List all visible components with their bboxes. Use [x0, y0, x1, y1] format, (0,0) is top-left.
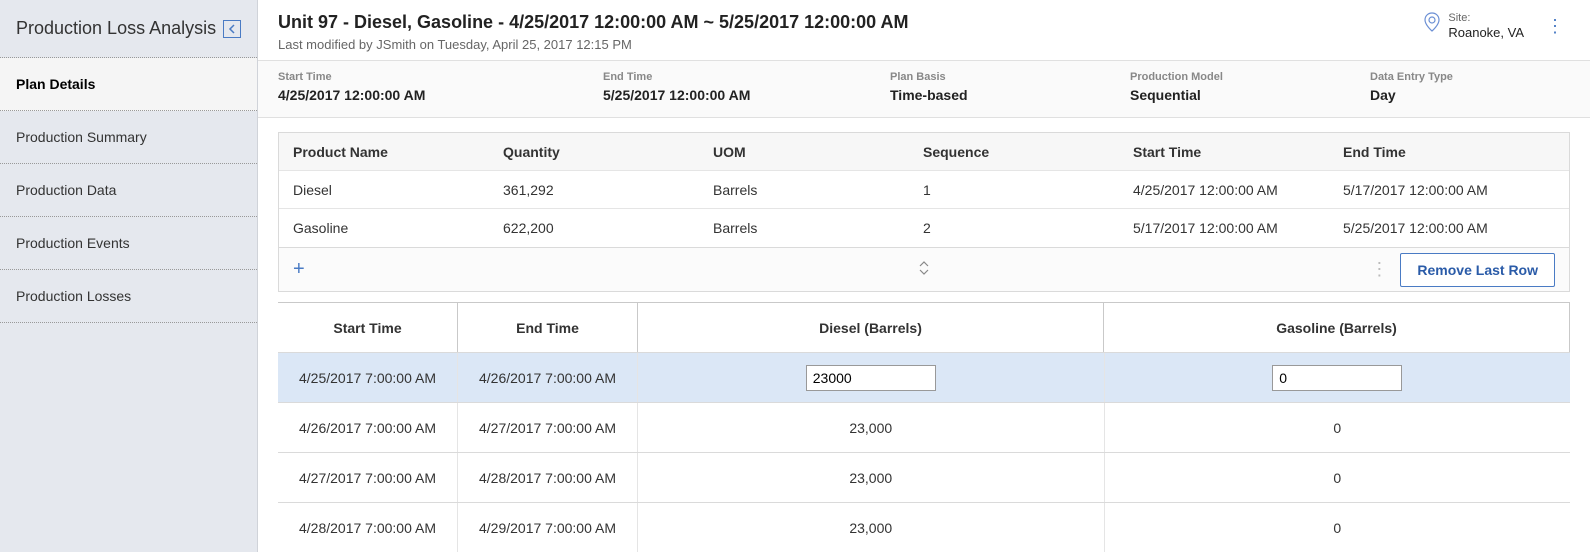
product-action-bar: + ⋮ Remove Last Row: [278, 248, 1570, 292]
info-label: Plan Basis: [890, 71, 1090, 83]
data-row[interactable]: 4/25/2017 7:00:00 AM 4/26/2017 7:00:00 A…: [278, 353, 1570, 403]
sidebar-nav: Plan Details Production Summary Producti…: [0, 57, 257, 323]
info-end-time: End Time 5/25/2017 12:00:00 AM: [603, 71, 850, 103]
cell-end-time: 5/17/2017 12:00:00 AM: [1343, 182, 1553, 198]
add-row-button[interactable]: +: [293, 258, 317, 281]
cell-start-time: 4/25/2017 12:00:00 AM: [1133, 182, 1343, 198]
info-value: Day: [1370, 87, 1570, 103]
cell-uom: Barrels: [713, 220, 923, 236]
info-data-entry-type: Data Entry Type Day: [1370, 71, 1570, 103]
cell-diesel: 23,000: [638, 503, 1105, 552]
cell-sequence: 2: [923, 220, 1133, 236]
action-more-menu[interactable]: ⋮: [1370, 259, 1388, 280]
cell-end-time: 5/25/2017 12:00:00 AM: [1343, 220, 1553, 236]
cell-sequence: 1: [923, 182, 1133, 198]
cell-quantity: 622,200: [503, 220, 713, 236]
cell-start-time: 4/25/2017 7:00:00 AM: [278, 353, 458, 402]
cell-gasoline: 0: [1105, 403, 1571, 452]
col-start-time: Start Time: [278, 303, 458, 352]
site-indicator: Site: Roanoke, VA: [1424, 12, 1524, 41]
col-uom: UOM: [713, 144, 923, 160]
cell-start-time: 4/28/2017 7:00:00 AM: [278, 503, 458, 552]
production-data-grid: Start Time End Time Diesel (Barrels) Gas…: [278, 302, 1570, 552]
info-label: Start Time: [278, 71, 563, 83]
cell-uom: Barrels: [713, 182, 923, 198]
nav-item-production-data[interactable]: Production Data: [0, 164, 257, 217]
cell-product-name: Gasoline: [293, 220, 503, 236]
cell-start-time: 4/27/2017 7:00:00 AM: [278, 453, 458, 502]
expand-collapse-icon[interactable]: [918, 261, 930, 278]
cell-diesel: [638, 353, 1105, 402]
info-value: 4/25/2017 12:00:00 AM: [278, 87, 563, 103]
page-title: Unit 97 - Diesel, Gasoline - 4/25/2017 1…: [278, 12, 1424, 33]
nav-item-production-summary[interactable]: Production Summary: [0, 111, 257, 164]
info-production-model: Production Model Sequential: [1130, 71, 1330, 103]
info-value: Time-based: [890, 87, 1090, 103]
cell-diesel: 23,000: [638, 453, 1105, 502]
site-value: Roanoke, VA: [1448, 25, 1524, 41]
info-label: End Time: [603, 71, 850, 83]
info-plan-basis: Plan Basis Time-based: [890, 71, 1090, 103]
product-table-header: Product Name Quantity UOM Sequence Start…: [279, 133, 1569, 171]
page-header: Unit 97 - Diesel, Gasoline - 4/25/2017 1…: [258, 0, 1590, 61]
site-label: Site:: [1448, 12, 1524, 25]
main-content: Unit 97 - Diesel, Gasoline - 4/25/2017 1…: [258, 0, 1590, 552]
page-subtitle: Last modified by JSmith on Tuesday, Apri…: [278, 37, 1424, 52]
header-left: Unit 97 - Diesel, Gasoline - 4/25/2017 1…: [278, 12, 1424, 52]
product-table: Product Name Quantity UOM Sequence Start…: [278, 132, 1570, 248]
cell-start-time: 4/26/2017 7:00:00 AM: [278, 403, 458, 452]
nav-item-plan-details[interactable]: Plan Details: [0, 58, 257, 111]
cell-gasoline: [1105, 353, 1571, 402]
col-end-time: End Time: [458, 303, 638, 352]
collapse-sidebar-button[interactable]: [223, 20, 241, 38]
location-pin-icon: [1424, 12, 1440, 35]
sidebar-header: Production Loss Analysis: [0, 0, 257, 57]
gasoline-input[interactable]: [1272, 365, 1402, 391]
cell-end-time: 4/29/2017 7:00:00 AM: [458, 503, 638, 552]
info-start-time: Start Time 4/25/2017 12:00:00 AM: [278, 71, 563, 103]
header-more-menu[interactable]: ⋮: [1540, 16, 1570, 37]
nav-item-production-events[interactable]: Production Events: [0, 217, 257, 270]
data-row[interactable]: 4/28/2017 7:00:00 AM 4/29/2017 7:00:00 A…: [278, 503, 1570, 552]
header-right: Site: Roanoke, VA ⋮: [1424, 12, 1570, 41]
cell-end-time: 4/28/2017 7:00:00 AM: [458, 453, 638, 502]
nav-item-production-losses[interactable]: Production Losses: [0, 270, 257, 323]
col-product-name: Product Name: [293, 144, 503, 160]
data-row[interactable]: 4/26/2017 7:00:00 AM 4/27/2017 7:00:00 A…: [278, 403, 1570, 453]
info-value: Sequential: [1130, 87, 1330, 103]
chevron-left-icon: [228, 24, 236, 34]
product-row[interactable]: Gasoline 622,200 Barrels 2 5/17/2017 12:…: [279, 209, 1569, 247]
product-row[interactable]: Diesel 361,292 Barrels 1 4/25/2017 12:00…: [279, 171, 1569, 209]
col-quantity: Quantity: [503, 144, 713, 160]
cell-end-time: 4/26/2017 7:00:00 AM: [458, 353, 638, 402]
col-end-time: End Time: [1343, 144, 1553, 160]
cell-gasoline: 0: [1105, 503, 1571, 552]
col-gasoline: Gasoline (Barrels): [1104, 303, 1570, 352]
remove-last-row-button[interactable]: Remove Last Row: [1400, 253, 1555, 287]
col-sequence: Sequence: [923, 144, 1133, 160]
sidebar-title: Production Loss Analysis: [16, 18, 216, 39]
diesel-input[interactable]: [806, 365, 936, 391]
col-start-time: Start Time: [1133, 144, 1343, 160]
info-label: Production Model: [1130, 71, 1330, 83]
cell-product-name: Diesel: [293, 182, 503, 198]
cell-diesel: 23,000: [638, 403, 1105, 452]
cell-start-time: 5/17/2017 12:00:00 AM: [1133, 220, 1343, 236]
cell-gasoline: 0: [1105, 453, 1571, 502]
col-diesel: Diesel (Barrels): [638, 303, 1104, 352]
cell-quantity: 361,292: [503, 182, 713, 198]
info-value: 5/25/2017 12:00:00 AM: [603, 87, 850, 103]
cell-end-time: 4/27/2017 7:00:00 AM: [458, 403, 638, 452]
plan-info-strip: Start Time 4/25/2017 12:00:00 AM End Tim…: [258, 61, 1590, 118]
info-label: Data Entry Type: [1370, 71, 1570, 83]
sidebar: Production Loss Analysis Plan Details Pr…: [0, 0, 258, 552]
data-row[interactable]: 4/27/2017 7:00:00 AM 4/28/2017 7:00:00 A…: [278, 453, 1570, 503]
data-grid-header: Start Time End Time Diesel (Barrels) Gas…: [278, 303, 1570, 353]
